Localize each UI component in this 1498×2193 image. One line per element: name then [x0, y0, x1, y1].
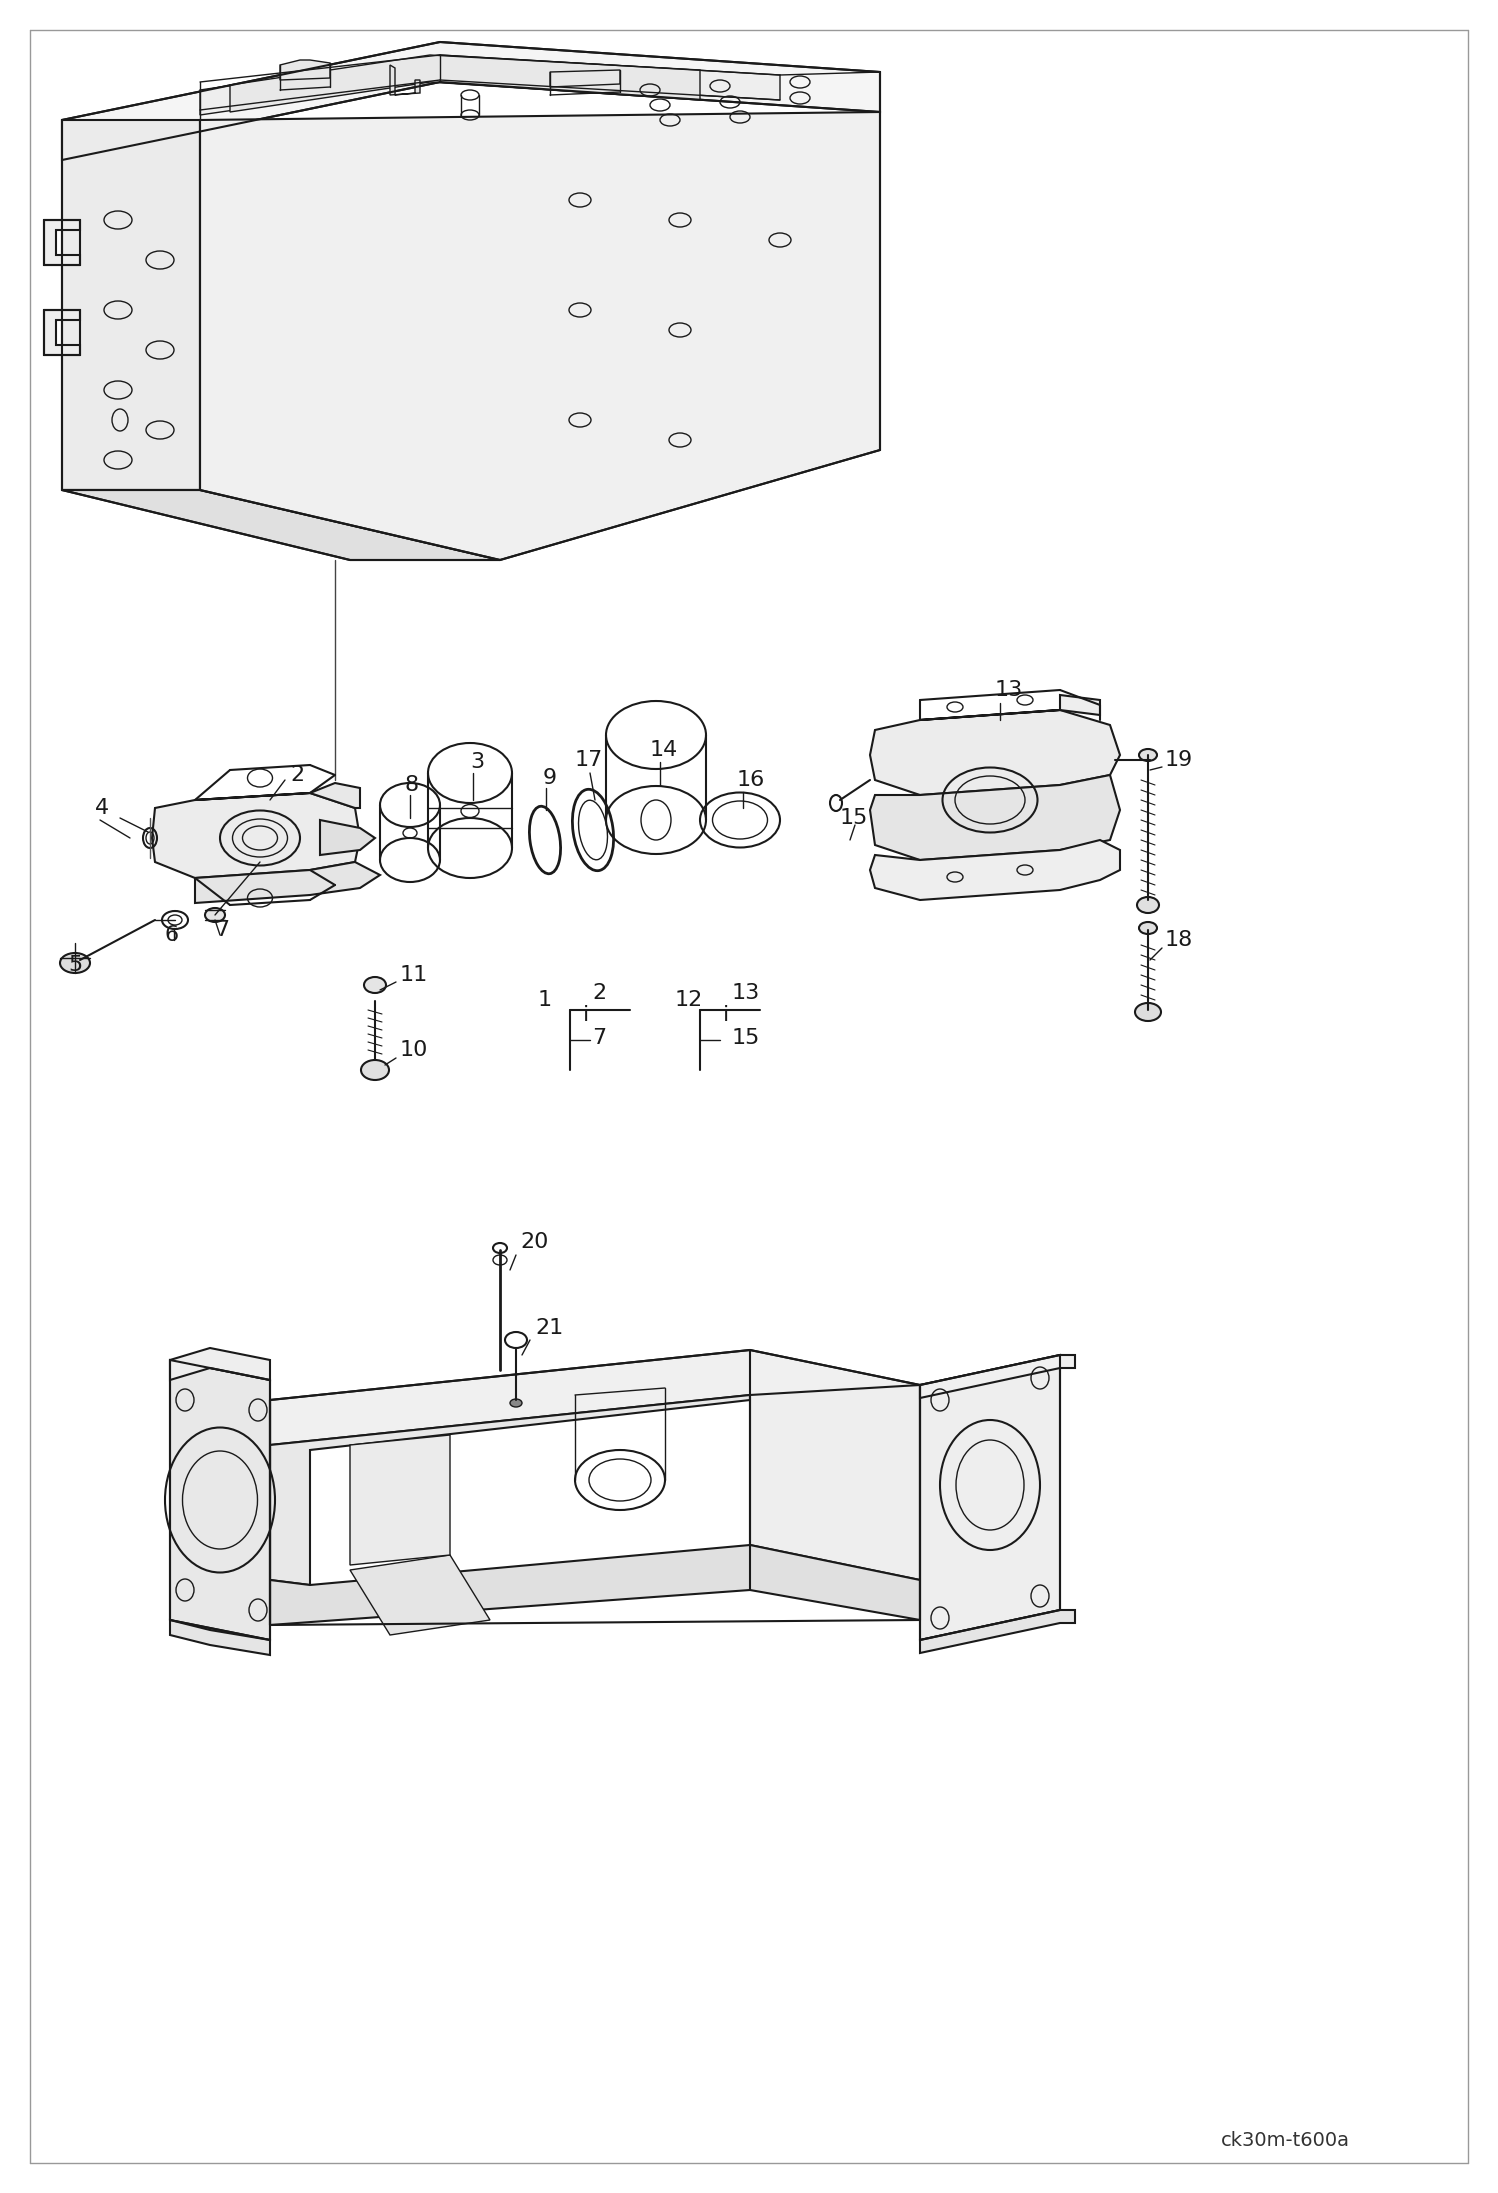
- Polygon shape: [321, 820, 374, 855]
- Ellipse shape: [509, 1399, 521, 1408]
- Polygon shape: [351, 1434, 449, 1566]
- Text: 2: 2: [291, 765, 304, 785]
- Text: i: i: [583, 1004, 589, 1024]
- Polygon shape: [61, 121, 201, 489]
- Polygon shape: [280, 59, 330, 79]
- Polygon shape: [201, 112, 879, 559]
- Text: 10: 10: [400, 1039, 428, 1059]
- Text: 7: 7: [592, 1029, 607, 1048]
- Polygon shape: [920, 695, 1100, 719]
- Ellipse shape: [1137, 897, 1159, 912]
- Polygon shape: [870, 711, 1121, 796]
- Polygon shape: [195, 862, 380, 904]
- Polygon shape: [389, 66, 419, 94]
- Text: 1: 1: [538, 989, 553, 1011]
- Polygon shape: [169, 1360, 270, 1640]
- Text: 4: 4: [94, 798, 109, 818]
- Polygon shape: [43, 219, 79, 265]
- Ellipse shape: [361, 1059, 389, 1079]
- Polygon shape: [195, 783, 360, 807]
- Polygon shape: [151, 794, 360, 877]
- Text: 13: 13: [995, 680, 1023, 700]
- Text: 14: 14: [650, 739, 679, 761]
- Text: 3: 3: [470, 752, 484, 772]
- Text: 12: 12: [676, 989, 703, 1011]
- Text: 13: 13: [733, 982, 761, 1002]
- Text: i: i: [724, 1004, 730, 1024]
- Ellipse shape: [60, 954, 90, 974]
- Text: 20: 20: [520, 1232, 548, 1252]
- Text: 16: 16: [737, 770, 765, 789]
- Polygon shape: [231, 55, 700, 112]
- Text: 15: 15: [840, 807, 869, 829]
- Text: 17: 17: [575, 750, 604, 770]
- Polygon shape: [169, 1349, 270, 1379]
- Text: 11: 11: [400, 965, 428, 985]
- Text: 21: 21: [535, 1318, 563, 1338]
- Text: 15: 15: [733, 1029, 761, 1048]
- Text: 7: 7: [216, 921, 229, 941]
- Ellipse shape: [1138, 750, 1156, 761]
- Text: 5: 5: [67, 954, 82, 976]
- Polygon shape: [550, 70, 620, 88]
- Ellipse shape: [205, 908, 225, 921]
- Polygon shape: [870, 840, 1121, 899]
- Text: 18: 18: [1165, 930, 1194, 950]
- Polygon shape: [270, 1351, 920, 1445]
- Polygon shape: [920, 1355, 1061, 1640]
- Ellipse shape: [364, 978, 386, 993]
- Text: 19: 19: [1165, 750, 1194, 770]
- Polygon shape: [270, 1395, 750, 1586]
- Polygon shape: [920, 1355, 1076, 1397]
- Polygon shape: [870, 774, 1121, 860]
- Text: 6: 6: [165, 925, 180, 945]
- Polygon shape: [270, 1546, 920, 1625]
- Text: 2: 2: [592, 982, 607, 1002]
- Ellipse shape: [1138, 921, 1156, 934]
- Ellipse shape: [1135, 1002, 1161, 1022]
- Polygon shape: [61, 489, 500, 559]
- Text: 8: 8: [404, 774, 419, 796]
- Text: 9: 9: [542, 768, 557, 787]
- Text: ck30m-t600a: ck30m-t600a: [1221, 2132, 1350, 2149]
- Polygon shape: [169, 1621, 270, 1656]
- Polygon shape: [351, 1555, 490, 1636]
- Polygon shape: [61, 42, 879, 160]
- Polygon shape: [201, 55, 780, 114]
- Polygon shape: [43, 309, 79, 355]
- Polygon shape: [920, 1610, 1076, 1654]
- Polygon shape: [750, 1386, 920, 1579]
